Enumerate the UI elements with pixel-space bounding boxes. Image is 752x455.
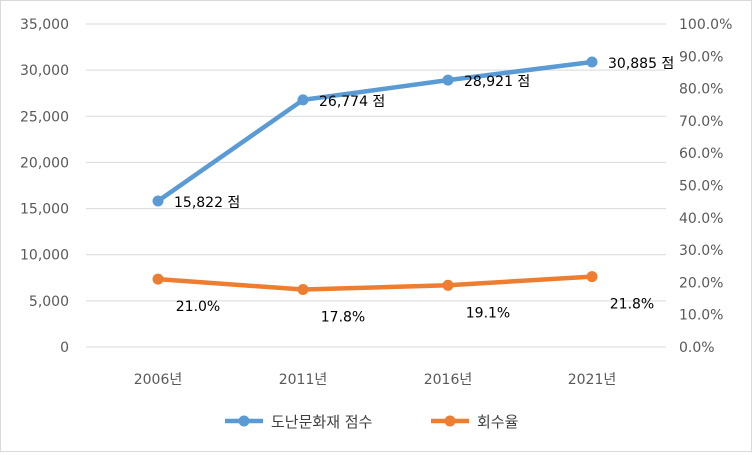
data-label: 21.8% [610,297,654,313]
series-line [155,59,595,204]
data-label: 19.1% [466,305,510,321]
x-tick-label: 2006년 [134,372,183,388]
right-tick-label: 10.0% [679,308,723,324]
data-label: 28,921 점 [464,74,530,90]
legend-swatch-marker [238,415,250,427]
left-tick-label: 15,000 [20,202,69,218]
data-labels: 15,822 점 26,774 점 28,921 점 30,885 점 21.0% 17.… [174,56,674,326]
data-point [152,273,164,285]
data-label: 17.8% [321,310,365,326]
legend: 도난문화재 점수 회수율 [225,413,518,431]
data-point [297,284,309,296]
right-tick-label: 80.0% [679,82,723,98]
series-line [155,274,595,292]
legend-item: 도난문화재 점수 [225,413,372,431]
right-tick-label: 70.0% [679,114,723,130]
data-point [152,195,164,207]
left-tick-label: 30,000 [20,63,69,79]
left-tick-label: 35,000 [20,17,69,33]
data-point [297,94,309,106]
left-tick-label: 25,000 [20,109,69,125]
x-tick-label: 2016년 [424,372,473,388]
left-tick-label: 20,000 [20,155,69,171]
legend-swatch-marker [444,415,456,427]
right-tick-label: 100.0% [679,17,732,33]
data-point [586,271,598,283]
data-point [442,74,454,86]
series-layer [152,56,598,296]
x-tick-label: 2021년 [568,372,617,388]
data-label: 30,885 점 [608,56,674,72]
left-tick-label: 10,000 [20,248,69,264]
data-point [442,279,454,291]
left-axis-ticks: 0 5,000 10,000 15,000 20,000 25,000 30,000 35,0… [20,17,69,356]
left-tick-label: 0 [60,340,69,356]
right-tick-label: 0.0% [679,340,715,356]
right-tick-label: 40.0% [679,211,723,227]
x-tick-label: 2011년 [279,372,328,388]
right-tick-label: 50.0% [679,179,723,195]
x-axis-ticks: 2006년 2011년 2016년 2021년 [134,372,617,388]
right-tick-label: 20.0% [679,275,723,291]
data-point [586,56,598,68]
right-tick-label: 60.0% [679,146,723,162]
gridlines [86,23,666,348]
data-label: 15,822 점 [174,195,240,211]
legend-label: 도난문화재 점수 [271,413,372,431]
legend-item: 회수율 [431,413,518,431]
legend-label: 회수율 [477,413,518,431]
data-label: 26,774 점 [319,94,385,110]
right-tick-label: 30.0% [679,243,723,259]
right-tick-label: 90.0% [679,49,723,65]
left-tick-label: 5,000 [29,294,69,310]
right-axis-ticks: 0.0% 10.0% 20.0% 30.0% 40.0% 50.0% 60.0% 70.0% 8… [679,17,732,356]
data-label: 21.0% [176,299,220,315]
